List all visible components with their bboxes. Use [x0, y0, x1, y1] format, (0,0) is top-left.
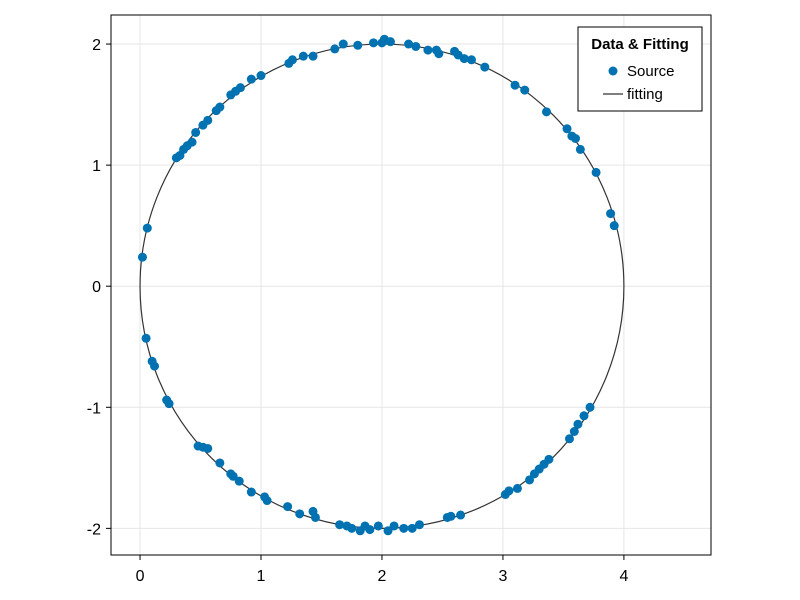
source-point: [575, 144, 585, 154]
source-point: [585, 402, 595, 412]
source-point: [353, 40, 363, 50]
source-point: [520, 85, 530, 95]
source-point: [215, 458, 225, 468]
legend-label-source: Source: [627, 63, 675, 80]
source-point: [571, 133, 581, 143]
source-point: [466, 55, 476, 65]
source-point: [235, 83, 245, 93]
legend-title: Data & Fitting: [591, 36, 689, 53]
source-point: [414, 520, 424, 530]
source-point: [298, 51, 308, 61]
legend: Data & Fitting Source fitting: [577, 26, 703, 112]
source-point: [246, 74, 256, 84]
source-point: [310, 512, 320, 522]
axis-ticks: 0 1 2 3 4 -2 -1 0 1 2: [87, 37, 629, 585]
x-tick-label: 2: [378, 568, 387, 585]
source-points: [137, 34, 619, 536]
source-point: [141, 333, 151, 343]
source-point: [142, 223, 152, 233]
source-point: [215, 102, 225, 112]
source-point: [512, 483, 522, 493]
source-point: [256, 71, 266, 81]
source-point: [564, 434, 574, 444]
source-point: [459, 54, 469, 64]
source-point: [383, 526, 393, 536]
source-point: [407, 523, 417, 533]
source-point: [399, 523, 409, 533]
x-tick-label: 1: [257, 568, 266, 585]
source-point: [187, 137, 197, 147]
source-point: [150, 361, 160, 371]
source-point: [335, 520, 345, 530]
source-point: [480, 62, 490, 72]
source-point: [234, 476, 244, 486]
source-point: [404, 39, 414, 49]
source-point: [308, 51, 318, 61]
source-point: [573, 419, 583, 429]
source-point: [283, 502, 293, 512]
source-point: [591, 167, 601, 177]
source-point: [369, 38, 378, 48]
source-point: [347, 523, 357, 533]
legend-box: [577, 26, 703, 112]
source-point: [137, 252, 147, 262]
source-point: [569, 427, 579, 437]
source-point: [338, 39, 348, 49]
source-point: [579, 411, 589, 421]
source-point: [295, 509, 305, 519]
source-point: [446, 511, 456, 521]
source-point: [191, 127, 201, 137]
source-point: [411, 41, 421, 51]
y-tick-label: -2: [87, 521, 101, 538]
y-tick-label: 0: [92, 279, 101, 296]
source-point: [434, 49, 444, 59]
source-point: [203, 443, 213, 453]
source-point: [544, 454, 554, 464]
x-tick-label: 0: [136, 568, 145, 585]
source-point: [287, 55, 297, 65]
source-point: [606, 209, 616, 219]
source-point: [385, 37, 395, 47]
legend-marker-source: [608, 66, 618, 76]
source-point: [330, 44, 340, 54]
source-point: [365, 525, 375, 535]
y-tick-label: -1: [87, 400, 101, 417]
plot-frame: [110, 14, 712, 556]
source-point: [164, 399, 174, 409]
y-tick-label: 1: [92, 158, 101, 175]
source-point: [389, 521, 399, 531]
source-point: [609, 221, 619, 231]
source-point: [228, 471, 238, 481]
source-point: [541, 107, 551, 117]
source-point: [525, 475, 535, 485]
y-tick-label: 2: [92, 37, 101, 54]
legend-label-fitting: fitting: [627, 86, 663, 103]
source-point: [456, 510, 466, 520]
source-point: [423, 45, 433, 55]
source-point: [246, 487, 256, 497]
source-point: [373, 521, 383, 531]
source-point: [510, 80, 520, 90]
source-point: [262, 496, 272, 506]
source-point: [203, 115, 213, 125]
source-point: [562, 124, 572, 134]
x-tick-label: 4: [619, 568, 628, 585]
source-point: [504, 486, 514, 496]
x-tick-label: 3: [498, 568, 507, 585]
